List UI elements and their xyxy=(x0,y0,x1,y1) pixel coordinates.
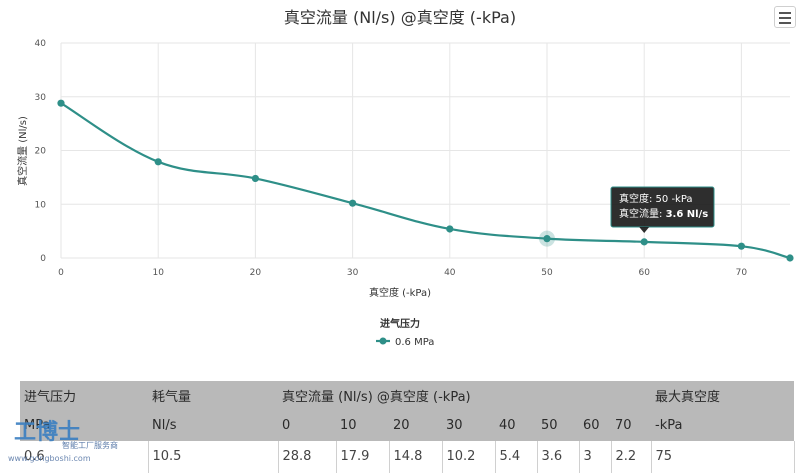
data-point[interactable] xyxy=(251,174,259,183)
subheader-cell: 60 xyxy=(579,410,611,441)
chart-svg: 0 10 20 30 40 50 60 70 0 10 20 30 40 真空度 (-kPa) 真空流… xyxy=(16,39,794,348)
header-cell: 进气压力 xyxy=(20,381,148,411)
subheader-cell: 20 xyxy=(389,410,442,441)
table-cell: 5.4 xyxy=(495,440,538,473)
table-cell: 0.6 xyxy=(20,440,149,473)
x-tick-label: 50 xyxy=(541,268,553,278)
tooltip-box xyxy=(610,186,715,228)
tooltip-label: 真空流量: xyxy=(619,207,666,220)
x-axis-title: 真空度 (-kPa) xyxy=(369,286,431,299)
data-point[interactable] xyxy=(57,99,65,107)
data-point[interactable] xyxy=(543,235,551,243)
x-tick-label: 40 xyxy=(444,268,456,278)
table-cell: 10.5 xyxy=(148,440,279,473)
table-cell: 3 xyxy=(579,440,612,473)
subheader-cell: 70 xyxy=(611,410,651,441)
x-tick-label: 60 xyxy=(638,268,650,278)
table-cell: 28.8 xyxy=(278,440,337,473)
data-point[interactable] xyxy=(349,199,357,207)
table-cell: 3.6 xyxy=(537,440,580,473)
table-cell: 14.8 xyxy=(389,440,443,473)
table-cell: 10.2 xyxy=(442,440,496,473)
data-point[interactable] xyxy=(786,254,794,262)
subheader-cell: 0 xyxy=(278,410,336,441)
x-tick-label: 0 xyxy=(58,268,64,278)
subheader-cell: 40 xyxy=(495,410,537,441)
table-row: 0.6 10.5 28.8 17.9 14.8 10.2 5.4 3.6 3 2… xyxy=(20,440,795,473)
chart-title: 真空流量 (Nl/s) @真空度 (-kPa) xyxy=(283,8,517,27)
subheader-cell: -kPa xyxy=(651,410,794,441)
legend-item-label[interactable]: 0.6 MPa xyxy=(395,337,434,348)
y-tick-label: 30 xyxy=(35,93,47,103)
y-tick-label: 0 xyxy=(40,254,46,264)
tooltip-line-1: 真空度: 50 -kPa xyxy=(619,192,693,205)
tooltip-value: 3.6 Nl/s xyxy=(666,209,709,220)
data-point[interactable] xyxy=(154,158,162,166)
tooltip: 真空度: 50 -kPa 真空流量: 3.6 Nl/s xyxy=(610,186,715,233)
table-cell: 2.2 xyxy=(611,440,652,473)
subheader-cell: 10 xyxy=(336,410,389,441)
header-cell: 真空流量 (Nl/s) @真空度 (-kPa) xyxy=(278,381,651,411)
subheader-cell: MPa xyxy=(20,410,148,441)
chart-menu-button[interactable] xyxy=(774,6,796,28)
data-point[interactable] xyxy=(640,238,648,246)
header-cell: 耗气量 xyxy=(148,381,278,411)
table-subheader-row: MPa Nl/s 0 10 20 30 40 50 60 70 -kPa xyxy=(20,410,794,441)
subheader-cell: 50 xyxy=(537,410,579,441)
header-cell: 最大真空度 xyxy=(651,381,794,411)
legend-title: 进气压力 xyxy=(380,317,420,330)
x-tick-label: 30 xyxy=(347,268,359,278)
legend[interactable]: 0.6 MPa xyxy=(376,337,434,348)
subheader-cell: 30 xyxy=(442,410,495,441)
x-tick-label: 10 xyxy=(152,268,164,278)
data-point[interactable] xyxy=(446,225,454,233)
table-header-row: 进气压力 耗气量 真空流量 (Nl/s) @真空度 (-kPa) 最大真空度 xyxy=(20,381,794,411)
subheader-cell: Nl/s xyxy=(148,410,278,441)
table-cell: 75 xyxy=(651,440,795,473)
y-tick-label: 40 xyxy=(35,39,47,49)
legend-marker xyxy=(379,337,387,345)
tooltip-pointer xyxy=(639,227,650,233)
y-tick-label: 20 xyxy=(35,147,47,157)
hamburger-menu-icon xyxy=(779,12,791,14)
data-point[interactable] xyxy=(737,242,746,250)
table-cell: 17.9 xyxy=(336,440,390,473)
tooltip-line-2: 真空流量: 3.6 Nl/s xyxy=(619,207,708,220)
x-tick-label: 20 xyxy=(250,268,262,278)
spec-table: 进气压力 耗气量 真空流量 (Nl/s) @真空度 (-kPa) 最大真空度 M… xyxy=(20,381,795,473)
y-tick-label: 10 xyxy=(35,200,47,210)
series-line xyxy=(60,102,791,260)
x-tick-label: 70 xyxy=(736,268,748,278)
y-axis-title: 真空流量 (Nl/s) xyxy=(16,116,29,186)
